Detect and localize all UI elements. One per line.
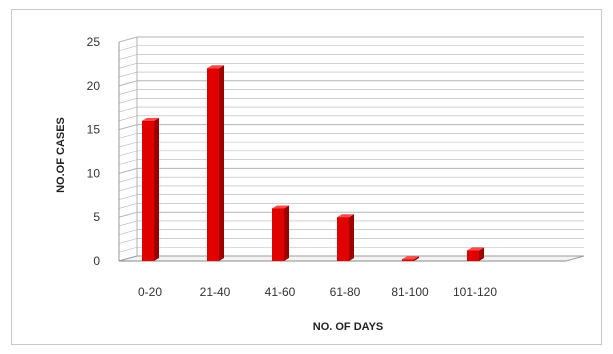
bar-side <box>479 247 484 261</box>
gridline-side <box>118 45 138 52</box>
gridline-side <box>118 211 138 218</box>
x-tick-labels: 0-20 21-40 41-60 61-80 81-100 101-120 <box>138 285 497 299</box>
bar-side <box>349 214 354 261</box>
bar <box>142 117 159 261</box>
bar-front <box>272 208 284 261</box>
gridline-side <box>118 115 138 122</box>
gridline-side <box>118 106 138 113</box>
gridline-side <box>118 54 138 60</box>
gridline-side <box>118 159 138 165</box>
y-tick-label: 15 <box>87 123 101 137</box>
gridline-side <box>118 229 138 236</box>
gridline-side <box>118 133 138 139</box>
bar-side <box>284 205 289 261</box>
gridline-side <box>118 238 138 244</box>
x-tick-label: 81-100 <box>391 285 429 299</box>
bar-top <box>142 117 159 121</box>
bar-side <box>154 117 159 261</box>
gridline-side <box>118 194 138 200</box>
gridline-side <box>118 36 138 43</box>
bar <box>402 256 419 261</box>
bar-top <box>337 214 354 218</box>
gridline-side <box>118 62 138 69</box>
bar <box>272 205 289 261</box>
y-tick-label: 20 <box>87 79 101 93</box>
gridline-side <box>118 80 138 87</box>
x-tick-label: 61-80 <box>330 285 361 299</box>
bar-front <box>402 259 414 261</box>
bar-side <box>219 65 224 261</box>
y-tick-label: 25 <box>87 35 101 49</box>
gridline-side <box>118 167 138 174</box>
x-tick-label: 21-40 <box>200 285 231 299</box>
x-tick-label: 0-20 <box>138 285 162 299</box>
y-axis-title: NO.OF CASES <box>55 117 67 193</box>
gridline-side <box>118 203 138 209</box>
y-tick-label: 0 <box>93 254 100 268</box>
gridline-side <box>118 185 138 192</box>
bar <box>467 247 484 261</box>
y-tick-labels: 0 5 10 15 20 25 <box>87 35 101 268</box>
gridline-side <box>118 176 138 183</box>
bar-top <box>272 205 289 209</box>
bar-front <box>207 68 219 261</box>
bar-side <box>414 256 419 261</box>
gridline-side <box>118 98 138 104</box>
gridline-side <box>118 124 138 131</box>
x-tick-label: 101-120 <box>453 285 497 299</box>
bar-front <box>337 217 349 261</box>
y-tick-label: 5 <box>93 210 100 224</box>
bars <box>142 65 484 261</box>
gridline-side <box>118 220 138 227</box>
bar-top <box>402 256 419 260</box>
bar <box>337 214 354 261</box>
y-tick-label: 10 <box>87 166 101 180</box>
gridline-side <box>118 141 138 148</box>
x-axis-title: NO. OF DAYS <box>313 321 384 333</box>
x-tick-label: 41-60 <box>265 285 296 299</box>
gridline-side <box>118 71 138 78</box>
bar-front <box>467 250 479 261</box>
bar-front <box>142 120 154 261</box>
bar <box>207 65 224 261</box>
gridline-side <box>118 246 138 253</box>
bar-top <box>467 247 484 251</box>
gridline-side <box>118 150 138 157</box>
gridline-side <box>118 89 138 95</box>
bar-top <box>207 65 224 69</box>
